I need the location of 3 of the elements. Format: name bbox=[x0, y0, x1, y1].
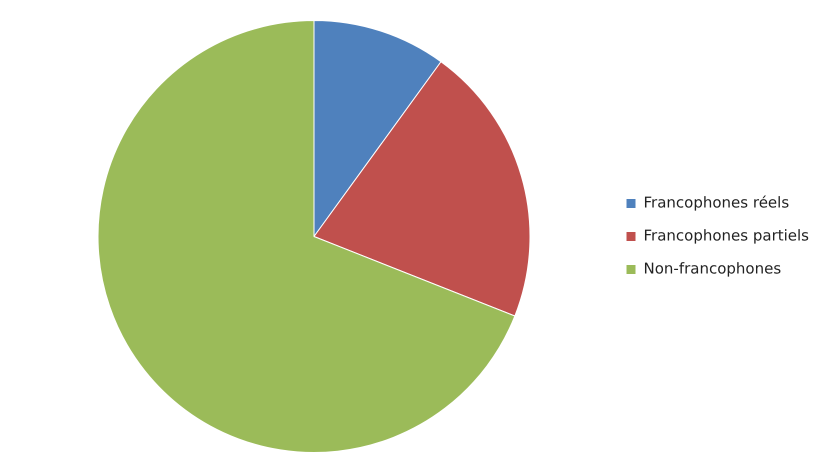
legend-label: Non-francophones bbox=[644, 259, 782, 278]
legend-label: Francophones réels bbox=[644, 193, 790, 212]
legend-label: Francophones partiels bbox=[644, 226, 810, 244]
